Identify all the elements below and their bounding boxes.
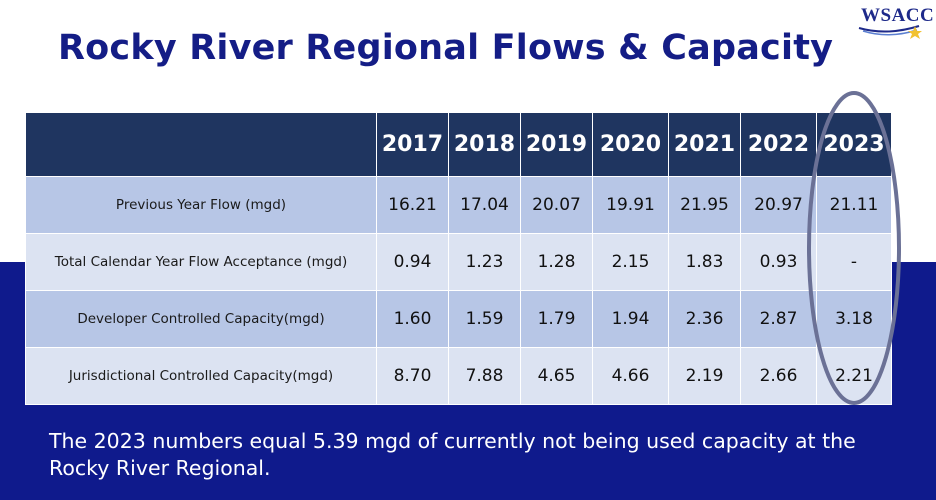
table-cell: 4.65	[520, 347, 593, 405]
header-empty-cell	[25, 112, 377, 177]
table-cell: 16.21	[376, 176, 449, 234]
row-label: Total Calendar Year Flow Acceptance (mgd…	[25, 233, 377, 291]
table-cell: 20.07	[520, 176, 593, 234]
table-cell: 1.28	[520, 233, 593, 291]
table-cell: 2.87	[740, 290, 817, 348]
table-cell: 0.93	[740, 233, 817, 291]
table-cell: 1.79	[520, 290, 593, 348]
table-cell: 2.19	[668, 347, 741, 405]
year-header-2021: 2021	[668, 112, 741, 177]
year-header-2020: 2020	[592, 112, 669, 177]
table-cell: 2.15	[592, 233, 669, 291]
table-cell: 7.88	[448, 347, 521, 405]
table-cell: 20.97	[740, 176, 817, 234]
row-label: Developer Controlled Capacity(mgd)	[25, 290, 377, 348]
table-cell: 2.36	[668, 290, 741, 348]
table-cell: 1.60	[376, 290, 449, 348]
table-cell: 21.11	[816, 176, 892, 234]
year-header-2017: 2017	[376, 112, 449, 177]
table-cell: 19.91	[592, 176, 669, 234]
highlight-ellipse-2023	[807, 91, 901, 405]
wsacc-logo: WSACC	[857, 2, 935, 42]
table-header-row: 2017 2018 2019 2020 2021 2022 2023	[25, 112, 892, 177]
table-cell: 1.94	[592, 290, 669, 348]
logo-text: WSACC	[861, 5, 935, 26]
flows-capacity-table: 2017 2018 2019 2020 2021 2022 2023 Previ…	[25, 112, 892, 405]
table-cell: 17.04	[448, 176, 521, 234]
table-cell: 2.66	[740, 347, 817, 405]
table-cell: 1.23	[448, 233, 521, 291]
table-row: Previous Year Flow (mgd) 16.21 17.04 20.…	[25, 176, 892, 234]
table-cell: 8.70	[376, 347, 449, 405]
table-row: Jurisdictional Controlled Capacity(mgd) …	[25, 347, 892, 405]
table-row: Total Calendar Year Flow Acceptance (mgd…	[25, 233, 892, 291]
year-header-2018: 2018	[448, 112, 521, 177]
year-header-2019: 2019	[520, 112, 593, 177]
table-row: Developer Controlled Capacity(mgd) 1.60 …	[25, 290, 892, 348]
row-label: Previous Year Flow (mgd)	[25, 176, 377, 234]
table-cell: 0.94	[376, 233, 449, 291]
table-cell: 1.83	[668, 233, 741, 291]
logo-swoosh-icon	[858, 25, 922, 39]
table-cell: 4.66	[592, 347, 669, 405]
footnote-text: The 2023 numbers equal 5.39 mgd of curre…	[49, 429, 856, 480]
slide-title: Rocky River Regional Flows & Capacity	[58, 28, 834, 68]
row-label: Jurisdictional Controlled Capacity(mgd)	[25, 347, 377, 405]
table-cell: 1.59	[448, 290, 521, 348]
table-cell: 21.95	[668, 176, 741, 234]
